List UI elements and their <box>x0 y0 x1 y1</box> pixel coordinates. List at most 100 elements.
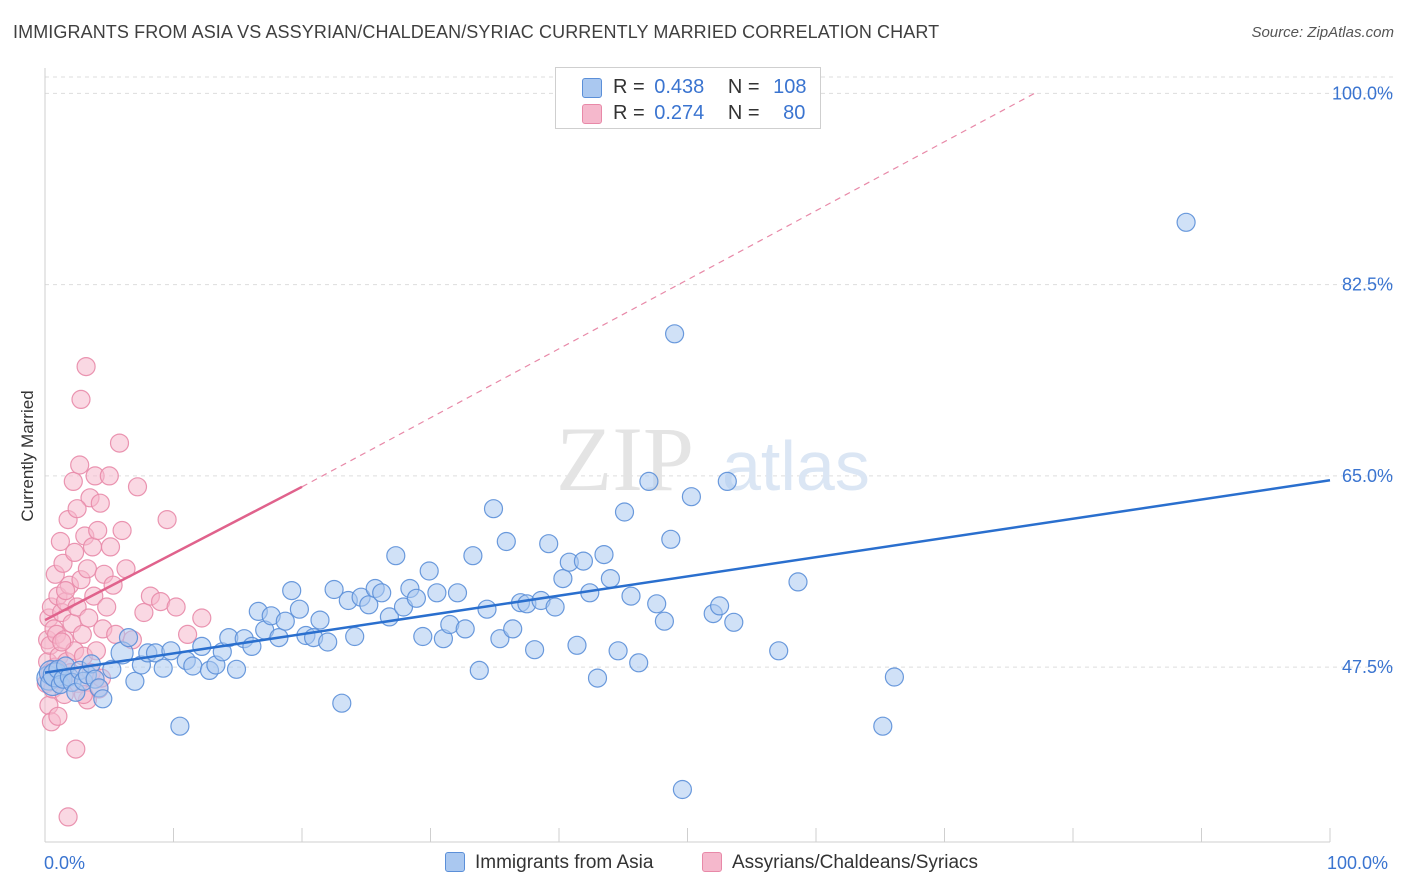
bottom-legend-label-assyrian: Assyrians/Chaldeans/Syriacs <box>732 852 979 873</box>
legend-r-label: R = <box>613 76 645 98</box>
assyrian-point <box>50 531 71 552</box>
legend-r-label: R = <box>613 102 645 124</box>
asia-point <box>654 611 675 631</box>
asia-point <box>788 572 808 592</box>
asia-point <box>503 619 523 639</box>
watermark-atlas: atlas <box>722 427 870 505</box>
trend-layer <box>44 92 1331 674</box>
asia-point <box>419 561 439 581</box>
y-tick-label: 82.5% <box>1342 275 1393 295</box>
legend-n-label: N = <box>727 102 760 124</box>
asia-point <box>282 580 302 601</box>
asia-point <box>608 641 628 661</box>
asia-point <box>664 324 685 344</box>
y-tick-label: 65.0% <box>1342 466 1393 486</box>
asia-point <box>681 487 702 507</box>
asia-point <box>717 471 737 491</box>
assyrian-point <box>66 739 86 759</box>
assyrian-point <box>100 537 121 557</box>
assyrian-point <box>88 520 108 541</box>
asia-point <box>427 583 447 603</box>
assyrian-point <box>127 477 148 497</box>
chart-title: IMMIGRANTS FROM ASIA VS ASSYRIAN/CHALDEA… <box>13 22 940 42</box>
asia-point <box>455 619 475 639</box>
assyrian-point <box>157 509 177 530</box>
asia-point <box>483 499 504 519</box>
asia-point <box>567 635 587 655</box>
assyrian-point <box>192 608 212 628</box>
asia-point <box>496 531 516 552</box>
legend-text-asia: R = 0.438 N = 108 <box>613 76 807 99</box>
legend-n-value: 80 <box>783 102 806 124</box>
legend-n-label: N = <box>727 76 760 98</box>
asia-point <box>161 641 181 661</box>
asia-point <box>545 597 565 617</box>
asia-point <box>406 588 426 608</box>
asia-point <box>587 668 608 688</box>
asia-point <box>873 716 893 736</box>
asia-point <box>413 626 433 647</box>
assyrian-point <box>109 433 130 453</box>
asia-point <box>192 636 212 657</box>
bottom-legend-swatch-asia <box>445 852 465 872</box>
asia-point <box>769 641 789 661</box>
assyrian-point <box>71 389 91 409</box>
asia-point <box>629 653 649 673</box>
legend-swatch-assyrian <box>582 104 602 124</box>
asia-point <box>672 779 693 800</box>
asia-point <box>324 579 344 600</box>
watermark: ZIP atlas <box>556 408 870 510</box>
assyrian-trend-line <box>44 485 303 622</box>
legend-swatch-asia <box>582 78 602 98</box>
asia-point <box>153 658 173 678</box>
asia-point <box>621 586 641 606</box>
grid-layer <box>45 76 1395 668</box>
asia-trend-line <box>44 479 1331 674</box>
assyrian-point <box>82 537 103 557</box>
source-credit: Source: ZipAtlas.com <box>1251 24 1394 41</box>
assyrian-point <box>97 597 117 617</box>
asia-point <box>539 534 559 554</box>
asia-point <box>647 594 667 614</box>
asia-point <box>447 583 468 603</box>
asia-point <box>118 627 139 648</box>
assyrian-point <box>70 455 90 475</box>
asia-point <box>372 583 392 603</box>
asia-point <box>639 471 659 491</box>
assyrian-point <box>134 602 154 623</box>
assyrian-point <box>58 807 78 827</box>
bottom-legend-assyrian: Assyrians/Chaldeans/Syriacs <box>702 852 978 874</box>
asia-point <box>614 502 635 522</box>
asia-point <box>477 599 497 619</box>
asia-point <box>93 689 113 709</box>
assyrian-point <box>76 357 96 377</box>
asia-point <box>102 659 122 679</box>
asia-point <box>884 667 905 687</box>
bottom-legend-asia: Immigrants from Asia <box>445 852 653 874</box>
axis-layer <box>44 68 1331 843</box>
assyrian-point <box>72 624 92 645</box>
legend-n-value: 108 <box>773 76 807 98</box>
tick-label-layer: 47.5% 65.0% 82.5% 100.0% <box>1332 83 1393 677</box>
assyrian-point <box>99 466 119 486</box>
asia-point <box>573 551 594 571</box>
asia-point <box>170 716 190 736</box>
asia-point <box>709 596 730 616</box>
assyrian-point <box>77 559 98 579</box>
asia-point <box>226 659 247 679</box>
asia-point <box>275 611 295 631</box>
assyrian-point <box>64 542 85 563</box>
asia-point <box>553 568 573 589</box>
asia-point <box>594 544 614 565</box>
asia-point <box>332 693 352 713</box>
legend-r-value: 0.438 <box>654 76 705 98</box>
asia-point <box>386 546 406 566</box>
legend-r-value: 0.274 <box>654 102 705 124</box>
assyrian-point <box>90 493 110 513</box>
asia-point <box>289 599 309 619</box>
asia-point <box>359 595 379 615</box>
x-tick-label-min: 0.0% <box>44 853 86 873</box>
asia-point <box>183 656 203 676</box>
asia-point <box>600 568 621 589</box>
